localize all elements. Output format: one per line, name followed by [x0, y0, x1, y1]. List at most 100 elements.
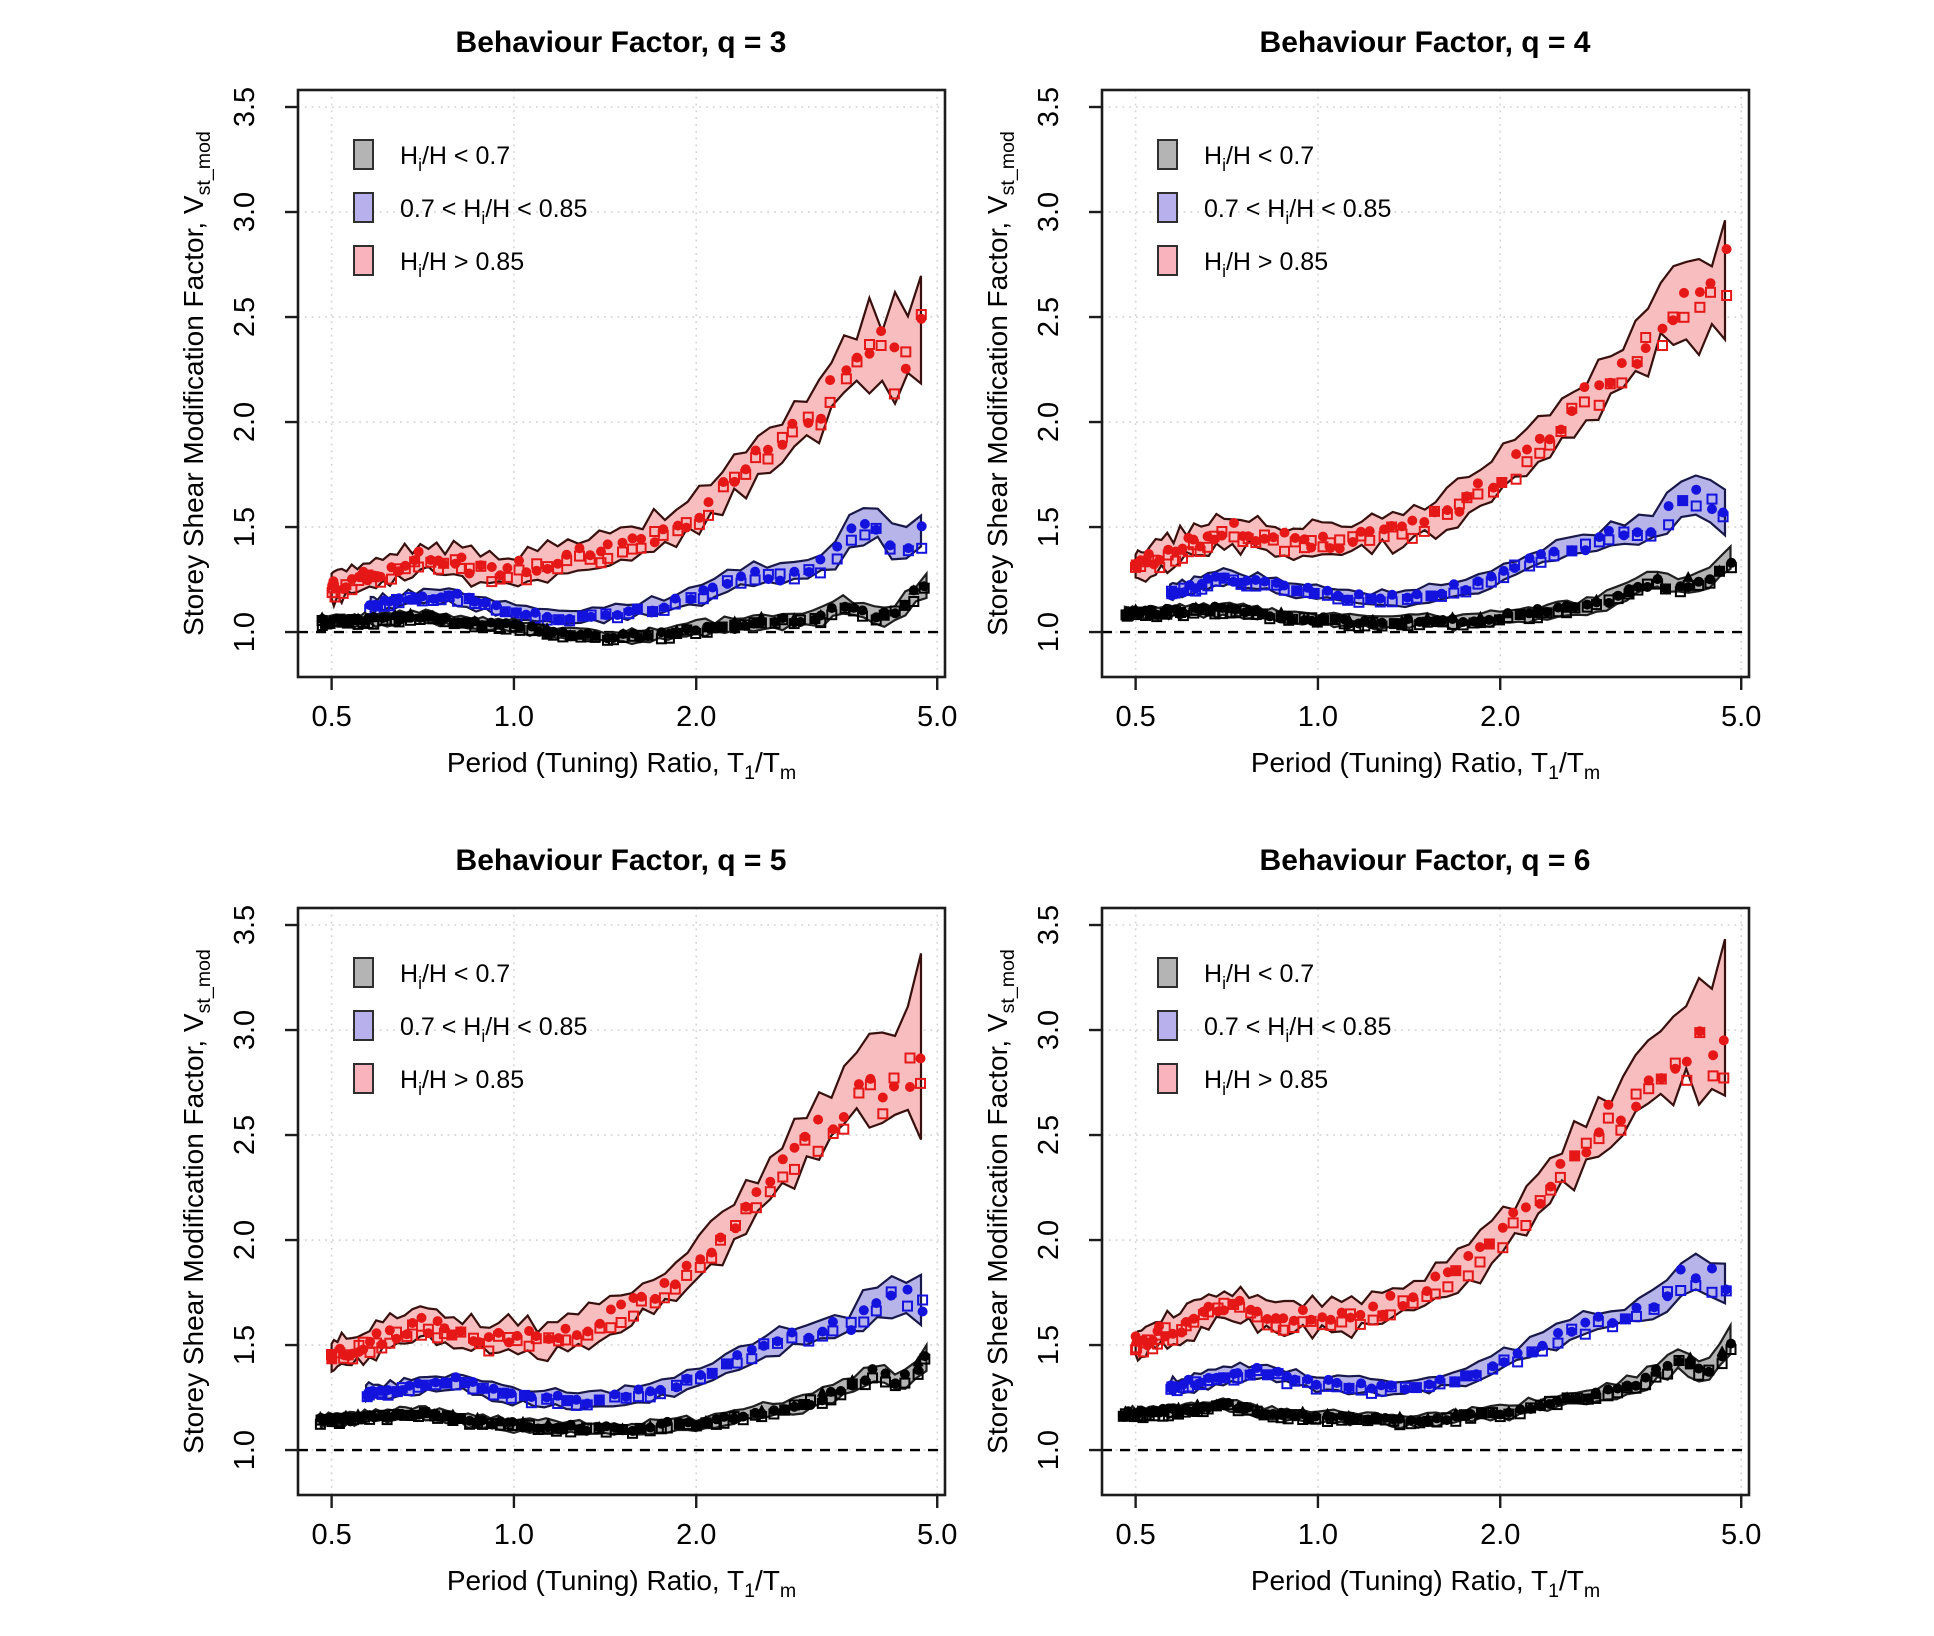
series-band-mid — [361, 1272, 929, 1412]
legend-swatch-2 — [1157, 1063, 1178, 1094]
x-axis-label: Period (Tuning) Ratio, T1/Tm — [1251, 747, 1600, 784]
legend-swatch-1 — [353, 192, 374, 223]
panel-q3: Behaviour Factor, q = 3 0.5 1.0 2.0 5.0 1.0 1… — [178, 26, 957, 784]
legend-label-0: Hi/H < 0.7 — [400, 960, 510, 993]
series-band-mid — [364, 506, 928, 627]
legend-swatch-2 — [353, 245, 374, 276]
y-tick-label: 1.5 — [229, 1325, 261, 1365]
legend-label-2: Hi/H > 0.85 — [1204, 248, 1328, 281]
y-tick-label: 3.0 — [229, 1010, 261, 1050]
y-tick-label: 1.0 — [1033, 612, 1065, 652]
series-band-gt085 — [326, 953, 926, 1374]
axis-ticks — [285, 105, 939, 690]
legend-swatch-0 — [353, 139, 374, 170]
panel-q4: Behaviour Factor, q = 4 0.5 1.0 2.0 5.0 1.0 1… — [982, 26, 1761, 784]
legend-label-1: 0.7 < Hi/H < 0.85 — [1204, 195, 1391, 228]
legend: Hi/H < 0.7 0.7 < Hi/H < 0.85 Hi/H > 0.85 — [353, 139, 587, 281]
y-axis-label: Storey Shear Modification Factor, Vst_mo… — [982, 949, 1019, 1454]
x-tick-label: 2.0 — [676, 1519, 716, 1551]
legend: Hi/H < 0.7 0.7 < Hi/H < 0.85 Hi/H > 0.85 — [1157, 957, 1391, 1099]
legend: Hi/H < 0.7 0.7 < Hi/H < 0.85 Hi/H > 0.85 — [353, 957, 587, 1099]
y-tick-label: 1.0 — [229, 612, 261, 652]
legend-label-0: Hi/H < 0.7 — [400, 142, 510, 175]
y-tick-label: 2.5 — [229, 297, 261, 337]
x-axis-label: Period (Tuning) Ratio, T1/Tm — [447, 1565, 796, 1602]
legend-label-0: Hi/H < 0.7 — [1204, 142, 1314, 175]
x-tick-label: 2.0 — [1480, 701, 1520, 733]
panel-title: Behaviour Factor, q = 5 — [456, 844, 787, 877]
y-axis-label: Storey Shear Modification Factor, Vst_mo… — [178, 131, 215, 636]
x-tick-label: 1.0 — [494, 701, 534, 733]
y-tick-label: 1.0 — [229, 1430, 261, 1470]
y-tick-label: 1.0 — [1033, 1430, 1065, 1470]
gridlines — [1102, 908, 1749, 1495]
series-band-lt07 — [316, 570, 930, 646]
x-tick-label: 1.0 — [494, 1519, 534, 1551]
x-tick-label: 5.0 — [917, 701, 957, 733]
y-tick-label: 2.0 — [229, 402, 261, 442]
legend-swatch-2 — [353, 1063, 374, 1094]
x-tick-label: 5.0 — [1721, 1519, 1761, 1551]
legend-swatch-0 — [353, 957, 374, 988]
legend-label-2: Hi/H > 0.85 — [400, 248, 524, 281]
y-tick-label: 3.0 — [1033, 192, 1065, 232]
series-band-mid — [1165, 1252, 1732, 1399]
x-tick-label: 0.5 — [1115, 701, 1155, 733]
y-tick-label: 3.5 — [1033, 87, 1065, 127]
y-tick-label: 2.0 — [229, 1220, 261, 1260]
gridlines — [298, 908, 945, 1495]
gridlines — [1102, 90, 1749, 677]
legend-swatch-1 — [353, 1010, 374, 1041]
legend-swatch-1 — [1157, 192, 1178, 223]
y-tick-label: 3.5 — [1033, 905, 1065, 945]
x-axis-label: Period (Tuning) Ratio, T1/Tm — [447, 747, 796, 784]
x-tick-label: 0.5 — [311, 1519, 351, 1551]
series-band-lt07 — [1117, 1321, 1737, 1431]
series-band-lt07 — [314, 1341, 931, 1439]
y-tick-label: 1.5 — [1033, 507, 1065, 547]
plot-box — [296, 906, 947, 1497]
legend-swatch-0 — [1157, 139, 1178, 170]
x-axis-label: Period (Tuning) Ratio, T1/Tm — [1251, 1565, 1600, 1602]
panel-title: Behaviour Factor, q = 4 — [1260, 26, 1591, 59]
plot-box — [1100, 906, 1751, 1497]
axis-ticks — [285, 923, 939, 1508]
y-axis-label: Storey Shear Modification Factor, Vst_mo… — [178, 949, 215, 1454]
legend-label-2: Hi/H > 0.85 — [1204, 1066, 1328, 1099]
x-tick-label: 5.0 — [1721, 701, 1761, 733]
x-tick-label: 1.0 — [1298, 1519, 1338, 1551]
plot-box — [1100, 88, 1751, 679]
series-band-mid — [1166, 474, 1729, 609]
y-tick-label: 2.0 — [1033, 1220, 1065, 1260]
y-tick-label: 3.5 — [229, 87, 261, 127]
x-tick-label: 0.5 — [1115, 1519, 1155, 1551]
axis-ticks — [1089, 923, 1743, 1508]
y-tick-label: 2.0 — [1033, 402, 1065, 442]
x-tick-label: 5.0 — [917, 1519, 957, 1551]
gridlines — [298, 90, 945, 677]
y-tick-label: 2.5 — [229, 1115, 261, 1155]
y-tick-label: 2.5 — [1033, 297, 1065, 337]
legend-swatch-1 — [1157, 1010, 1178, 1041]
series-band-lt07 — [1120, 543, 1737, 633]
series-band-gt085 — [326, 275, 927, 610]
x-tick-label: 2.0 — [1480, 1519, 1520, 1551]
x-tick-label: 1.0 — [1298, 701, 1338, 733]
y-tick-label: 1.5 — [1033, 1325, 1065, 1365]
legend-label-1: 0.7 < Hi/H < 0.85 — [400, 195, 587, 228]
panel-title: Behaviour Factor, q = 6 — [1260, 844, 1591, 877]
y-tick-label: 3.0 — [229, 192, 261, 232]
panel-q6: Behaviour Factor, q = 6 0.5 1.0 2.0 5.0 1.0 1… — [982, 844, 1761, 1602]
legend-label-1: 0.7 < Hi/H < 0.85 — [1204, 1013, 1391, 1046]
axis-ticks — [1089, 105, 1743, 690]
legend-label-2: Hi/H > 0.85 — [400, 1066, 524, 1099]
plot-box — [296, 88, 947, 679]
legend: Hi/H < 0.7 0.7 < Hi/H < 0.85 Hi/H > 0.85 — [1157, 139, 1391, 281]
panel-title: Behaviour Factor, q = 3 — [456, 26, 787, 59]
legend-label-0: Hi/H < 0.7 — [1204, 960, 1314, 993]
y-tick-label: 3.0 — [1033, 1010, 1065, 1050]
x-tick-label: 0.5 — [311, 701, 351, 733]
panel-q5: Behaviour Factor, q = 5 0.5 1.0 2.0 5.0 1.0 1… — [178, 844, 957, 1602]
y-axis-label: Storey Shear Modification Factor, Vst_mo… — [982, 131, 1019, 636]
